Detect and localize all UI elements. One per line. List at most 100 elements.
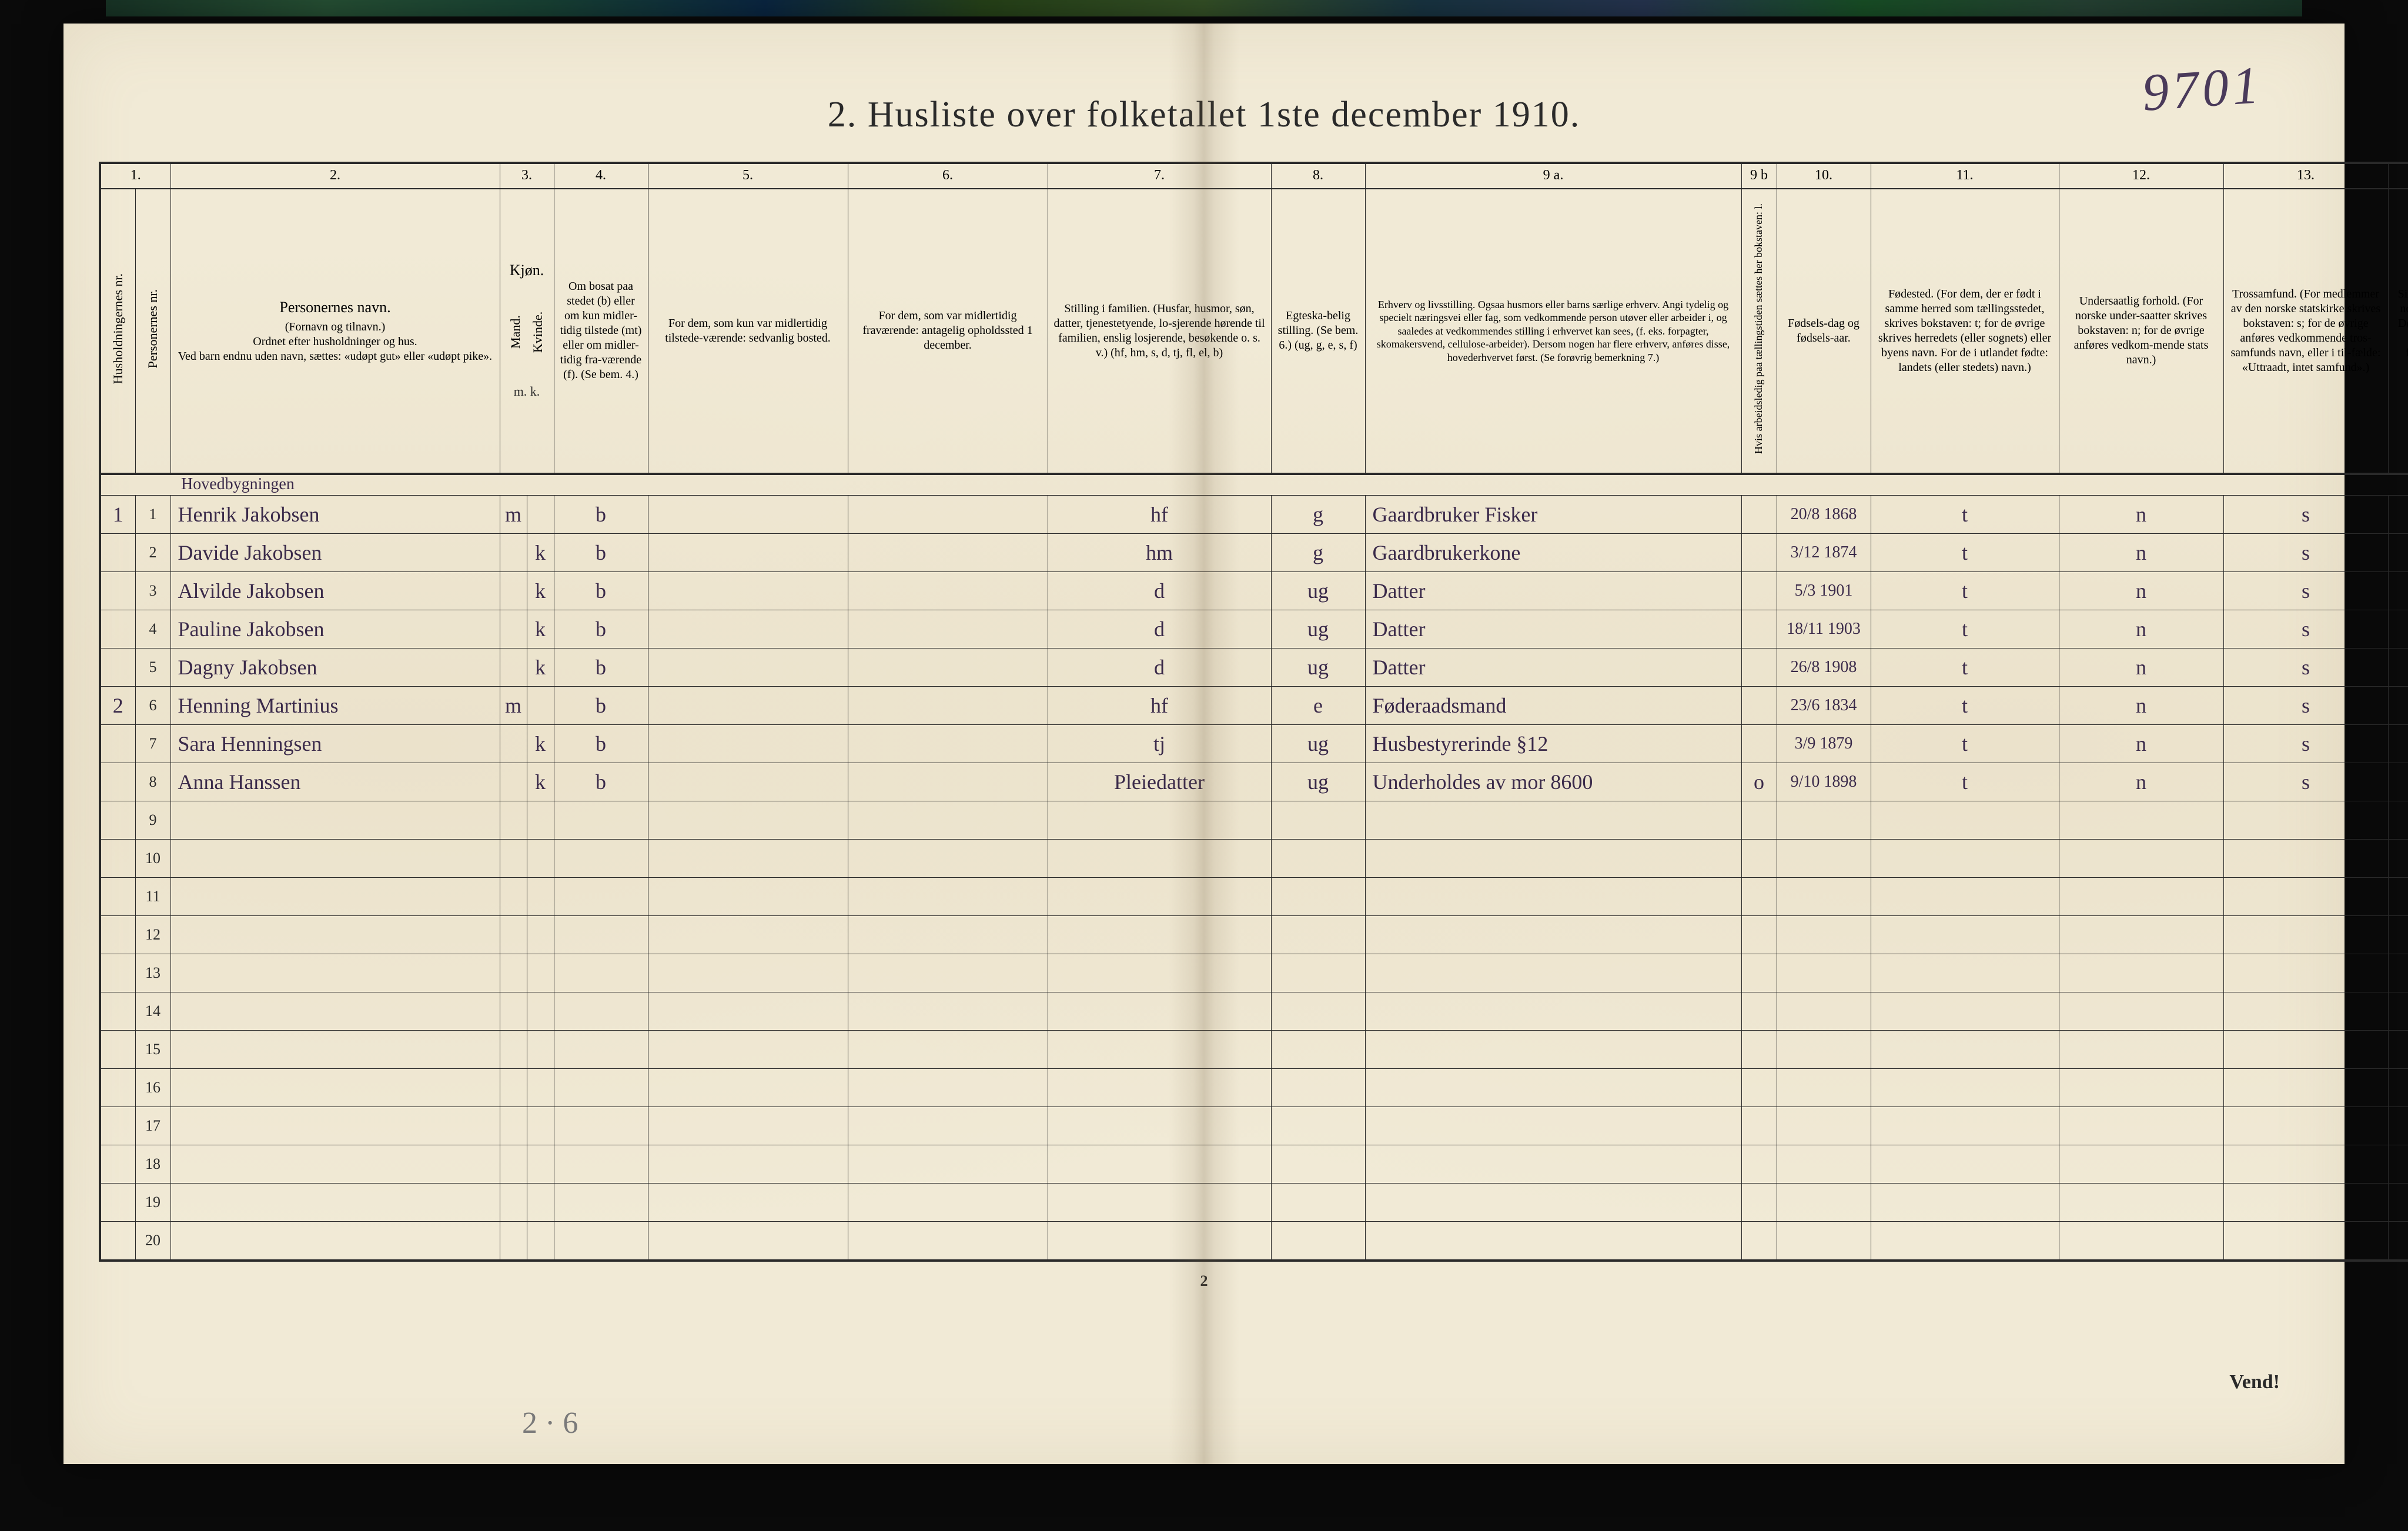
- table-row-empty: 14: [100, 992, 2408, 1030]
- cell-empty: [1048, 839, 1271, 877]
- cell-empty: [170, 801, 500, 839]
- cell-empty: [2059, 839, 2223, 877]
- hdr-nationality-text: Undersaatlig forhold. (For norske under-…: [2064, 294, 2219, 367]
- cell-empty: [1048, 1030, 1271, 1068]
- cell-sex-k: k: [527, 724, 554, 763]
- cell-disability: [2388, 686, 2408, 724]
- cell-empty: [554, 1107, 648, 1145]
- table-row-empty: 10: [100, 839, 2408, 877]
- cell-empty: [2059, 915, 2223, 954]
- cell-empty: [2388, 915, 2408, 954]
- cell-empty: [2223, 877, 2388, 915]
- hdr-nationality: Undersaatlig forhold. (For norske under-…: [2059, 189, 2223, 474]
- hdr-unemployed-text: Hvis arbeidsledig paa tællingstiden sætt…: [1753, 198, 1765, 460]
- cell-empty: [100, 1145, 135, 1183]
- cell-disability: [2388, 610, 2408, 648]
- cell-sex-m: [500, 648, 527, 686]
- cell-occupation: Gaardbruker Fisker: [1365, 495, 1741, 533]
- scanner-color-strip: [106, 0, 2302, 16]
- cell-temp-absent: [848, 495, 1048, 533]
- cell-empty: [2223, 1145, 2388, 1183]
- cell-empty: [648, 839, 848, 877]
- cell-empty: [1365, 954, 1741, 992]
- cell-empty: [170, 954, 500, 992]
- cell-unemployed: o: [1741, 763, 1777, 801]
- cell-empty: [1777, 877, 1871, 915]
- hdr-occupation-text: Erhverv og livsstilling. Ogsaa husmors e…: [1370, 298, 1737, 365]
- cell-empty: [554, 1183, 648, 1221]
- cell-empty: [2059, 992, 2223, 1030]
- cell-dob: 5/3 1901: [1777, 571, 1871, 610]
- cell-empty: [100, 839, 135, 877]
- cell-empty: [848, 1183, 1048, 1221]
- table-row: 3Alvilde JakobsenkbdugDatter5/3 1901tns: [100, 571, 2408, 610]
- cell-empty: [848, 1221, 1048, 1261]
- cell-empty: [2059, 877, 2223, 915]
- cell-empty: [500, 992, 527, 1030]
- hdr-religion-text: Trossamfund. (For medlemmer av den norsk…: [2229, 287, 2383, 375]
- cell-empty: [2059, 954, 2223, 992]
- cell-empty: [1871, 839, 2059, 877]
- cell-empty: [648, 954, 848, 992]
- cell-empty: [848, 801, 1048, 839]
- cell-empty: [1741, 877, 1777, 915]
- cell-empty: [2388, 839, 2408, 877]
- table-row: 4Pauline JakobsenkbdugDatter18/11 1903tn…: [100, 610, 2408, 648]
- cell-occupation: Datter: [1365, 610, 1741, 648]
- cell-residence: b: [554, 610, 648, 648]
- cell-empty: [100, 1183, 135, 1221]
- hdr-disability-text: Sindssvak, døv eller blind. Var nogen av…: [2393, 287, 2408, 375]
- cell-empty: [2388, 1030, 2408, 1068]
- cell-name: Davide Jakobsen: [170, 533, 500, 571]
- cell-empty: [2223, 1183, 2388, 1221]
- cell-sex-k: k: [527, 648, 554, 686]
- cell-occupation: Datter: [1365, 648, 1741, 686]
- cell-birthplace: t: [1871, 533, 2059, 571]
- hdr-dob: Fødsels-dag og fødsels-aar.: [1777, 189, 1871, 474]
- cell-temp-present: [648, 763, 848, 801]
- cell-empty: [554, 801, 648, 839]
- cell-household-nr: [100, 533, 135, 571]
- footer-pencil-note: 2 · 6: [522, 1406, 578, 1440]
- cell-empty: [170, 1030, 500, 1068]
- page-number-bottom: 2: [99, 1272, 2309, 1290]
- cell-marital: g: [1271, 533, 1365, 571]
- cell-household-nr: [100, 763, 135, 801]
- cell-empty: [2059, 1068, 2223, 1107]
- cell-family-position: hm: [1048, 533, 1271, 571]
- cell-empty: [1365, 1145, 1741, 1183]
- cell-empty: [1741, 1107, 1777, 1145]
- cell-empty: [100, 1221, 135, 1261]
- cell-family-position: d: [1048, 571, 1271, 610]
- cell-empty: [2059, 801, 2223, 839]
- cell-temp-absent: [848, 763, 1048, 801]
- cell-residence: b: [554, 724, 648, 763]
- page-title: 2. Husliste over folketallet 1ste decemb…: [99, 94, 2309, 136]
- cell-empty: [1741, 1221, 1777, 1261]
- cell-empty: [1365, 1183, 1741, 1221]
- cell-religion: s: [2223, 533, 2388, 571]
- cell-empty: [1777, 954, 1871, 992]
- cell-empty: [2388, 992, 2408, 1030]
- table-row: 2Davide JakobsenkbhmgGaardbrukerkone3/12…: [100, 533, 2408, 571]
- cell-dob: 18/11 1903: [1777, 610, 1871, 648]
- cell-empty: [1871, 877, 2059, 915]
- cell-empty: [1741, 839, 1777, 877]
- cell-empty: [1271, 877, 1365, 915]
- cell-residence: b: [554, 571, 648, 610]
- hdr-household-nr-label: Husholdningernes nr.: [111, 268, 125, 390]
- cell-empty: [1271, 1145, 1365, 1183]
- cell-household-nr: 1: [100, 495, 135, 533]
- cell-empty: [1741, 1145, 1777, 1183]
- cell-sex-k: k: [527, 610, 554, 648]
- table-row-empty: 20: [100, 1221, 2408, 1261]
- cell-empty: [1741, 1068, 1777, 1107]
- cell-empty: [500, 1030, 527, 1068]
- cell-sex-m: [500, 763, 527, 801]
- table-row: 5Dagny JakobsenkbdugDatter26/8 1908tns: [100, 648, 2408, 686]
- cell-dob: 26/8 1908: [1777, 648, 1871, 686]
- cell-empty: [100, 915, 135, 954]
- cell-empty: [1365, 1221, 1741, 1261]
- cell-sex-k: k: [527, 571, 554, 610]
- hdr-marital-text: Egteska-belig stilling. (Se bem. 6.) (ug…: [1276, 309, 1360, 353]
